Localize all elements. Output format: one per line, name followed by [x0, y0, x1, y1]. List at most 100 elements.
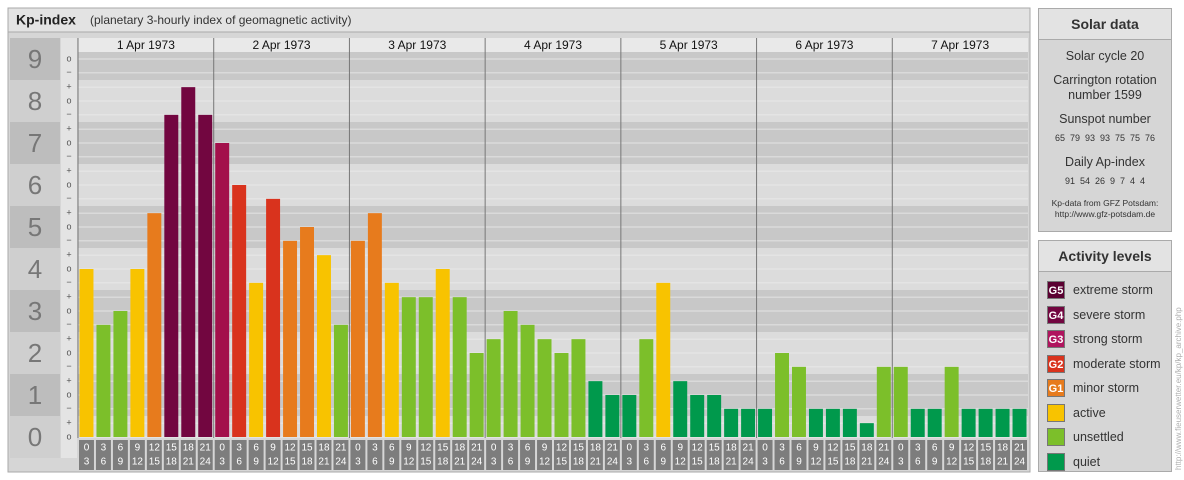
- x-tick-label: 6: [796, 443, 802, 454]
- y-tick-label: 4: [28, 254, 42, 284]
- y-minor-label: o: [66, 95, 71, 105]
- x-tick-label: 21: [200, 443, 212, 454]
- x-tick-label: 3: [508, 443, 514, 454]
- y-minor-label: o: [66, 179, 71, 189]
- x-tick-label: 0: [627, 443, 633, 454]
- hour-box: [486, 440, 502, 470]
- x-tick-label: 15: [709, 443, 721, 454]
- x-tick-label: 12: [827, 443, 839, 454]
- y-tick-label: 1: [28, 380, 42, 410]
- x-tick-label: 15: [692, 457, 704, 468]
- hour-box: [112, 440, 128, 470]
- hour-box: [265, 440, 281, 470]
- x-tick-label: 18: [726, 443, 738, 454]
- x-tick-label: 18: [166, 457, 178, 468]
- x-tick-label: 21: [861, 457, 873, 468]
- sunspot-value: 65: [1054, 133, 1065, 143]
- y-tick-label: 3: [28, 296, 42, 326]
- bar: [775, 353, 789, 437]
- hour-box: [961, 440, 977, 470]
- x-tick-label: 9: [813, 443, 819, 454]
- hour-box: [333, 440, 349, 470]
- y-minor-label: +: [66, 124, 71, 134]
- legend-label: strong storm: [1073, 332, 1143, 347]
- ap-values: 91 54 26 9 7 4 4: [1039, 176, 1171, 186]
- x-tick-label: 0: [898, 443, 904, 454]
- x-tick-label: 12: [539, 457, 551, 468]
- hour-box: [299, 440, 315, 470]
- x-tick-label: 21: [607, 443, 619, 454]
- legend-label: minor storm: [1073, 381, 1139, 396]
- x-tick-label: 21: [743, 443, 755, 454]
- hour-box: [927, 440, 943, 470]
- ap-value: 7: [1120, 176, 1126, 186]
- hour-box: [944, 440, 960, 470]
- y-band-label-bg: [10, 332, 60, 374]
- x-tick-label: 9: [677, 443, 683, 454]
- legend-item: G4 severe storm: [1047, 303, 1171, 328]
- source-url: http://www.gfz-potsdam.de: [1054, 209, 1156, 219]
- x-tick-label: 24: [471, 457, 483, 468]
- hour-box: [774, 440, 790, 470]
- y-band-label-bg: [10, 416, 60, 458]
- y-tick-label: 0: [28, 422, 42, 452]
- bar: [283, 240, 298, 437]
- legend-item: G3 strong storm: [1047, 327, 1171, 352]
- legend-label: unsettled: [1073, 430, 1124, 445]
- x-tick-label: 0: [355, 443, 361, 454]
- bar: [588, 381, 603, 437]
- y-tick-label: 5: [28, 212, 42, 242]
- hour-box: [1012, 440, 1027, 470]
- hour-box: [163, 440, 179, 470]
- hour-box: [367, 440, 383, 470]
- y-minor-label: o: [66, 347, 71, 357]
- x-tick-label: 9: [389, 457, 395, 468]
- y-minor-label: o: [66, 53, 71, 63]
- legend-panel: Activity levels G5 extreme storm G4 severe …: [1038, 240, 1172, 472]
- hour-box: [350, 440, 366, 470]
- hour-box: [706, 440, 722, 470]
- x-tick-label: 6: [644, 457, 650, 468]
- bar: [842, 408, 857, 437]
- y-minor-label: +: [66, 292, 71, 302]
- ap-value: 4: [1130, 176, 1136, 186]
- hour-box: [316, 440, 332, 470]
- x-tick-label: 6: [236, 457, 242, 468]
- legend-swatch: G4: [1047, 305, 1065, 324]
- bar: [622, 395, 637, 437]
- x-tick-label: 12: [946, 457, 958, 468]
- hour-box: [503, 440, 519, 470]
- x-tick-label: 9: [135, 443, 141, 454]
- ap-title: Daily Ap-index: [1065, 155, 1145, 169]
- x-tick-label: 12: [132, 457, 144, 468]
- x-tick-label: 18: [183, 443, 195, 454]
- x-tick-label: 21: [183, 457, 195, 468]
- y-minor-label: −: [66, 193, 71, 203]
- legend-swatch: G1: [1047, 379, 1065, 398]
- y-minor-label: −: [66, 403, 71, 413]
- day-label: 7 Apr 1973: [931, 38, 989, 52]
- x-tick-label: 24: [878, 457, 890, 468]
- carrington: Carrington rotation number 1599: [1053, 73, 1157, 102]
- hour-box: [435, 440, 451, 470]
- x-tick-label: 15: [420, 457, 432, 468]
- day-label: 3 Apr 1973: [388, 38, 446, 52]
- x-tick-label: 9: [660, 457, 666, 468]
- chart-subtitle: (planetary 3-hourly index of geomagnetic…: [90, 13, 351, 27]
- bar: [961, 408, 976, 437]
- x-tick-label: 18: [437, 457, 449, 468]
- bar: [944, 366, 959, 437]
- bar: [707, 395, 722, 437]
- minor-column: [61, 38, 77, 458]
- hour-box: [554, 440, 569, 470]
- bar: [893, 366, 908, 437]
- hour-box: [655, 440, 671, 470]
- x-tick-label: 12: [810, 457, 822, 468]
- x-tick-label: 6: [389, 443, 395, 454]
- bar: [401, 297, 416, 437]
- y-minor-label: +: [66, 418, 71, 428]
- hour-box: [808, 440, 824, 470]
- bar: [571, 339, 586, 437]
- x-tick-label: 24: [200, 457, 212, 468]
